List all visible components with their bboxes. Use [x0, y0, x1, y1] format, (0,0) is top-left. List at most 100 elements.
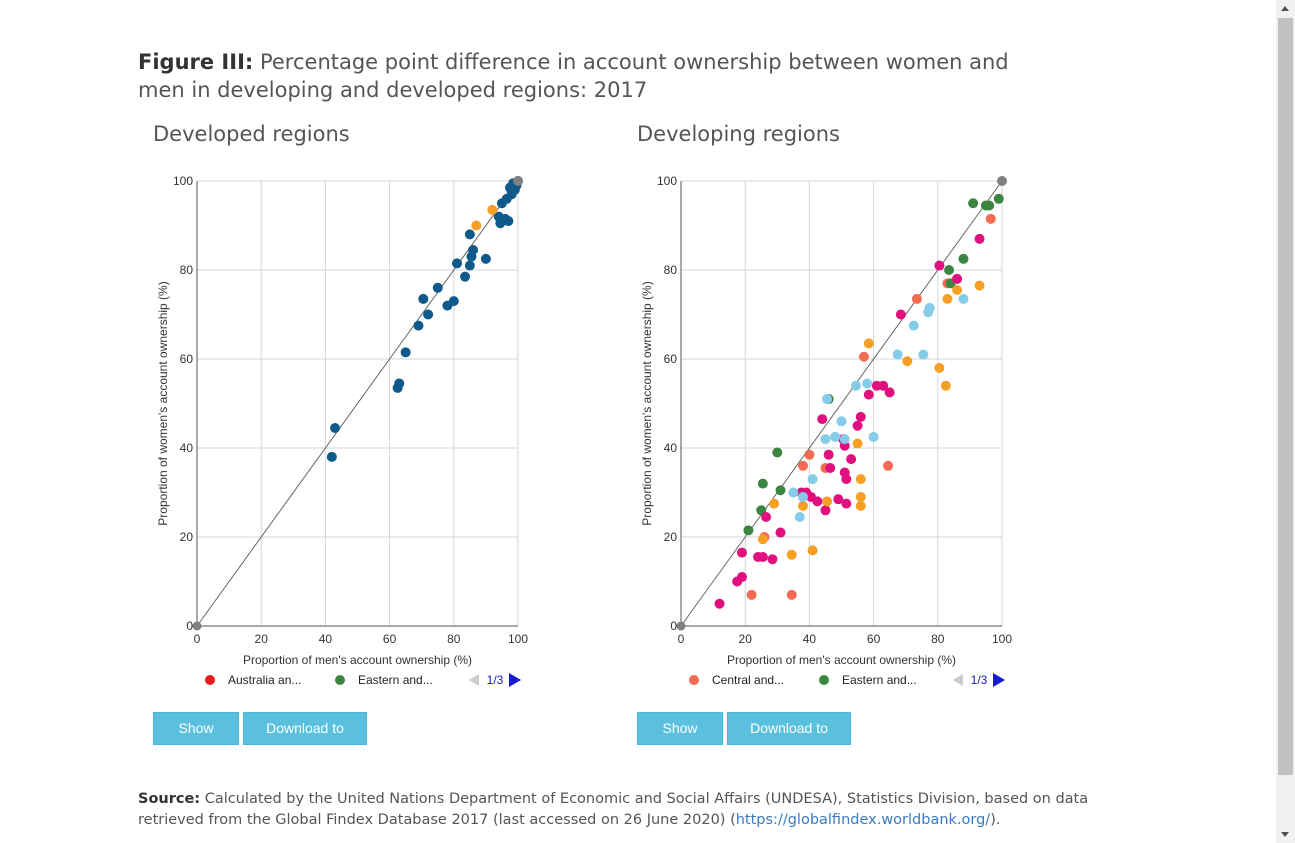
legend-prev-arrow-icon[interactable]	[953, 674, 963, 686]
show-data-button-developing[interactable]: Show Data	[637, 712, 723, 767]
scatter-point[interactable]	[958, 293, 969, 304]
scatter-point[interactable]	[772, 447, 783, 458]
scatter-point[interactable]	[825, 463, 836, 474]
scatter-point[interactable]	[757, 478, 768, 489]
scatter-point[interactable]	[460, 271, 471, 282]
scatter-point[interactable]	[902, 356, 913, 367]
legend-next-arrow-icon[interactable]	[993, 673, 1005, 687]
scatter-point[interactable]	[786, 549, 797, 560]
scatter-point[interactable]	[400, 347, 411, 358]
scatter-point[interactable]	[326, 451, 337, 462]
scatter-point[interactable]	[823, 449, 834, 460]
scatter-point[interactable]	[846, 454, 857, 465]
legend-marker[interactable]	[689, 675, 699, 685]
scatter-point[interactable]	[743, 525, 754, 536]
scatter-point[interactable]	[820, 505, 831, 516]
scatter-point[interactable]	[863, 338, 874, 349]
scatter-point[interactable]	[822, 394, 833, 405]
scatter-point[interactable]	[807, 474, 818, 485]
scatter-point[interactable]	[775, 527, 786, 538]
scatter-point[interactable]	[804, 449, 815, 460]
scatter-point[interactable]	[503, 216, 514, 227]
scatter-point[interactable]	[817, 414, 828, 425]
legend-label[interactable]: Eastern and...	[842, 673, 917, 687]
scatter-point[interactable]	[812, 496, 823, 507]
legend-marker[interactable]	[205, 675, 215, 685]
scatter-point[interactable]	[974, 233, 985, 244]
scatter-point[interactable]	[934, 260, 945, 271]
scatter-point[interactable]	[940, 380, 951, 391]
scatter-point[interactable]	[797, 500, 808, 511]
scatter-point[interactable]	[464, 260, 475, 271]
scatter-point[interactable]	[974, 280, 985, 291]
scatter-point[interactable]	[767, 554, 778, 565]
scatter-point[interactable]	[797, 491, 808, 502]
scatter-point[interactable]	[468, 244, 479, 255]
vertical-scrollbar[interactable]	[1276, 0, 1295, 843]
download-csv-button-developed[interactable]: Download to CSV	[243, 712, 367, 767]
scatter-point[interactable]	[769, 498, 780, 509]
scatter-point[interactable]	[330, 422, 341, 433]
scatter-point[interactable]	[968, 198, 979, 209]
scatter-point[interactable]	[820, 434, 831, 445]
scatter-point[interactable]	[985, 213, 996, 224]
scatter-point[interactable]	[413, 320, 424, 331]
scatter-point[interactable]	[952, 273, 963, 284]
scatter-point[interactable]	[863, 389, 874, 400]
scatter-point[interactable]	[786, 589, 797, 600]
legend-prev-arrow-icon[interactable]	[469, 674, 479, 686]
scatter-point[interactable]	[908, 320, 919, 331]
source-link[interactable]: https://globalfindex.worldbank.org/	[735, 812, 991, 828]
scatter-point[interactable]	[878, 380, 889, 391]
scatter-point[interactable]	[775, 485, 786, 496]
legend-next-arrow-icon[interactable]	[509, 673, 521, 687]
scatter-point[interactable]	[883, 460, 894, 471]
scatter-point[interactable]	[884, 387, 895, 398]
scatter-point[interactable]	[934, 362, 945, 373]
legend-marker[interactable]	[819, 675, 829, 685]
scatter-point[interactable]	[858, 351, 869, 362]
legend-label[interactable]: Central and...	[712, 673, 784, 687]
scatter-point[interactable]	[432, 282, 443, 293]
scatter-point[interactable]	[862, 378, 873, 389]
scatter-point[interactable]	[714, 598, 725, 609]
scatter-point[interactable]	[984, 200, 995, 211]
scatter-point[interactable]	[852, 420, 863, 431]
scatter-point[interactable]	[452, 258, 463, 269]
scatter-point[interactable]	[757, 534, 768, 545]
scatter-point[interactable]	[911, 293, 922, 304]
scatter-point[interactable]	[394, 378, 405, 389]
scatter-point[interactable]	[418, 293, 429, 304]
scatter-point[interactable]	[839, 434, 850, 445]
scatter-point[interactable]	[757, 552, 768, 563]
scatter-point[interactable]	[855, 491, 866, 502]
scatter-point[interactable]	[833, 494, 844, 505]
show-data-button-developed[interactable]: Show Data	[153, 712, 239, 767]
scatter-point[interactable]	[895, 309, 906, 320]
scroll-down-arrow-icon[interactable]	[1281, 832, 1289, 837]
legend-marker[interactable]	[335, 675, 345, 685]
scatter-point[interactable]	[797, 460, 808, 471]
scatter-point[interactable]	[736, 547, 747, 558]
scatter-point[interactable]	[736, 572, 747, 583]
scatter-point[interactable]	[480, 253, 491, 264]
scatter-point[interactable]	[958, 253, 969, 264]
scatter-point[interactable]	[423, 309, 434, 320]
scatter-point[interactable]	[841, 498, 852, 509]
scatter-point[interactable]	[892, 349, 903, 360]
scatter-point[interactable]	[448, 296, 459, 307]
legend-label[interactable]: Eastern and...	[358, 673, 433, 687]
scatter-point[interactable]	[942, 293, 953, 304]
scatter-point[interactable]	[944, 265, 955, 275]
scatter-point[interactable]	[852, 438, 863, 449]
scatter-point[interactable]	[868, 431, 879, 442]
scatter-point[interactable]	[850, 380, 861, 391]
scroll-thumb[interactable]	[1278, 18, 1293, 775]
scatter-point[interactable]	[952, 285, 963, 296]
scatter-point[interactable]	[822, 496, 833, 507]
scatter-point[interactable]	[924, 302, 935, 313]
scatter-point[interactable]	[487, 204, 498, 215]
scatter-point[interactable]	[918, 349, 929, 360]
scatter-point[interactable]	[464, 229, 475, 240]
scatter-point[interactable]	[471, 220, 482, 231]
